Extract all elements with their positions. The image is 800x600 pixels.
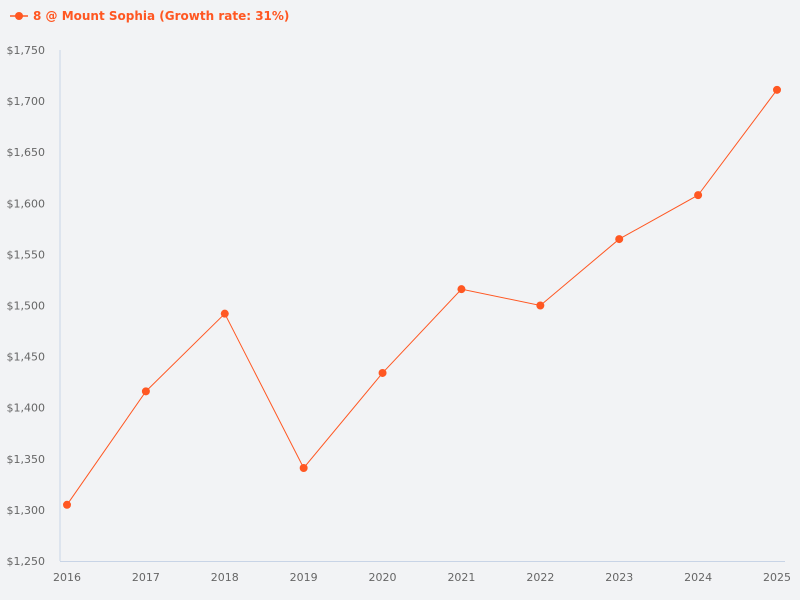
data-point — [615, 235, 624, 244]
data-point — [457, 285, 466, 294]
data-point — [536, 301, 545, 310]
y-tick-label: $1,250 — [7, 555, 46, 568]
x-tick-label: 2019 — [290, 571, 318, 584]
data-point — [141, 387, 150, 396]
y-tick-label: $1,300 — [7, 504, 46, 517]
y-tick-label: $1,750 — [7, 44, 46, 57]
x-tick-label: 2023 — [605, 571, 633, 584]
legend-label: 8 @ Mount Sophia (Growth rate: 31%) — [33, 9, 290, 23]
y-tick-label: $1,550 — [7, 248, 46, 261]
data-point — [773, 85, 781, 94]
data-point — [694, 191, 703, 200]
y-tick-label: $1,450 — [7, 351, 46, 364]
y-tick-label: $1,350 — [7, 453, 46, 466]
data-point — [220, 309, 229, 318]
y-tick-label: $1,700 — [7, 95, 46, 108]
y-tick-label: $1,600 — [7, 197, 46, 210]
x-tick-label: 2021 — [447, 571, 475, 584]
y-tick-label: $1,650 — [7, 146, 46, 159]
y-tick-label: $1,400 — [7, 402, 46, 415]
series-line — [66, 89, 778, 506]
data-point — [378, 368, 387, 377]
legend-marker-icon — [10, 12, 28, 20]
legend-item[interactable]: 8 @ Mount Sophia (Growth rate: 31%) — [10, 9, 289, 23]
data-point — [299, 463, 308, 472]
x-tick-label: 2025 — [763, 571, 791, 584]
x-tick-label: 2018 — [211, 571, 239, 584]
x-tick-label: 2022 — [526, 571, 554, 584]
x-tick-label: 2017 — [132, 571, 160, 584]
x-tick-label: 2024 — [684, 571, 712, 584]
x-tick-label: 2016 — [53, 571, 81, 584]
x-tick-label: 2020 — [369, 571, 397, 584]
y-tick-label: $1,500 — [7, 300, 46, 313]
data-point — [63, 500, 71, 509]
